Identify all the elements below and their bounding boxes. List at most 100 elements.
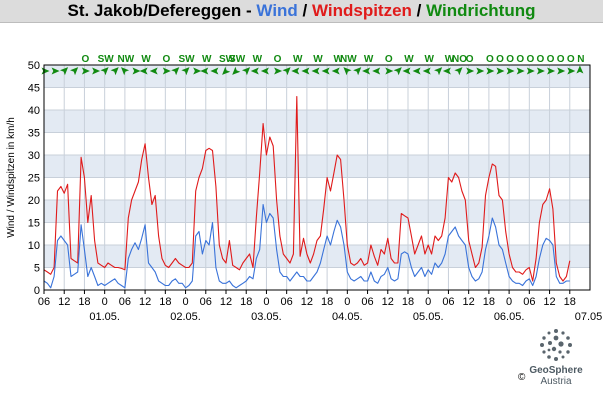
title-wind: Wind (256, 1, 298, 20)
wind-direction-arrow (321, 67, 330, 75)
wind-arrow-shape (51, 67, 60, 75)
title-windspitzen: Windspitzen (311, 1, 412, 20)
wind-direction-arrow (241, 67, 251, 76)
x-axis: 06 12 18 0 06 12 18 0 06 12 18 0 06 12 18 0 06 12 18 0 06 12 1… (38, 290, 603, 323)
x-tick-label: 06 (200, 296, 212, 308)
wind-direction-arrow (92, 67, 101, 75)
wind-arrow-shape (81, 67, 90, 75)
wind-direction-label: SW (219, 54, 236, 65)
title-sep-3: / (411, 1, 427, 20)
wind-arrow-shape (557, 67, 566, 75)
title-windrichtung: Windrichtung (426, 1, 536, 20)
wind-arrow-shape (171, 67, 180, 76)
wind-direction-arrow (567, 67, 576, 75)
y-tick-label: 45 (28, 83, 40, 95)
wind-arrow-shape (372, 67, 381, 75)
wind-direction-arrow (51, 67, 60, 75)
wind-arrow-shape (442, 67, 451, 75)
x-tick-label: 12 (382, 296, 394, 308)
wind-direction-label: O (486, 54, 494, 65)
wind-arrow-shape (291, 67, 300, 75)
wind-direction-arrow (274, 67, 283, 75)
wind-arrow-shape (110, 67, 119, 76)
wind-direction-arrow (291, 67, 300, 75)
wind-arrow-shape (181, 67, 190, 76)
y-tick-label: 5 (34, 263, 40, 275)
wind-arrow-shape (576, 65, 584, 74)
wind-direction-arrow (149, 67, 158, 75)
wind-direction-arrow (222, 66, 231, 75)
wind-direction-arrow (139, 67, 148, 75)
band (44, 65, 590, 88)
geosphere-logo: GeoSphere Austria (516, 327, 596, 397)
wind-arrow-shape (402, 67, 411, 75)
wind-direction-label: O (466, 54, 474, 65)
wind-direction-arrow (402, 67, 411, 75)
x-tick-label: 0 (263, 296, 269, 308)
x-tick-label: 12 (463, 296, 475, 308)
wind-direction-arrow (331, 67, 340, 75)
x-tick-label: 18 (564, 296, 576, 308)
band (44, 245, 590, 268)
wind-direction-arrow (181, 67, 190, 76)
wind-arrow-shape (121, 67, 130, 76)
wind-arrow-shape (536, 67, 545, 75)
x-tick-label: 18 (240, 296, 252, 308)
plot-frame (43, 64, 591, 291)
date-label: 06.05. (494, 311, 525, 323)
series-layer (43, 95, 571, 289)
wind-direction-arrow (442, 67, 451, 75)
x-tick-label: 12 (139, 296, 151, 308)
band (44, 155, 590, 178)
wind-arrow-shape (241, 67, 251, 76)
wind-arrow-shape (92, 67, 101, 75)
wind-direction-arrow (59, 67, 69, 76)
date-label: 03.05. (251, 311, 282, 323)
wind-direction-label: O (567, 54, 575, 65)
x-tick-label: 06 (38, 296, 50, 308)
wind-direction-arrow (506, 67, 515, 75)
date-label: 01.05. (89, 311, 120, 323)
wind-direction-arrow (171, 67, 180, 76)
x-tick-label: 12 (58, 296, 70, 308)
wind-direction-arrow (232, 66, 241, 75)
wind-direction-arrow (200, 67, 209, 75)
wind-direction-label: W (293, 54, 303, 65)
wind-arrow-shape (526, 67, 535, 75)
wind-direction-arrow (250, 67, 259, 75)
x-tick-label: 0 (506, 296, 512, 308)
wind-arrow-shape (260, 67, 269, 75)
wind-direction-label: NW (118, 54, 135, 65)
wind-direction-arrow (301, 67, 310, 75)
wind-direction-arrow (193, 67, 202, 75)
x-tick-label: 06 (281, 296, 293, 308)
wind-direction-label: O (526, 54, 534, 65)
wind-arrow-shape (393, 67, 402, 76)
x-tick-label: 06 (442, 296, 454, 308)
wind-direction-arrow (557, 67, 566, 75)
geosphere-logo-name: GeoSphere (529, 365, 583, 376)
wind-direction-arrow (466, 67, 475, 75)
wind-direction-arrow (486, 67, 495, 75)
geosphere-logo-sub: Austria (540, 376, 572, 387)
band (44, 200, 590, 223)
x-tick-label: 06 (523, 296, 535, 308)
x-tick-label: 0 (182, 296, 188, 308)
wind-direction-label: W (424, 54, 434, 65)
y-tick-label: 10 (28, 240, 40, 252)
wind-arrow-shape (149, 67, 158, 75)
x-tick-label: 12 (543, 296, 555, 308)
wind-arrow-shape (496, 67, 505, 75)
wind-direction-arrow (311, 67, 320, 75)
wind-direction-arrow (385, 67, 394, 75)
y-axis: 0 5 10 15 20 25 30 35 40 45 50 (28, 60, 40, 297)
wind-direction-label: SW (229, 54, 246, 65)
wind-arrow-shape (200, 67, 209, 75)
wind-arrow-shape (412, 67, 421, 75)
wind-direction-label: NW (340, 54, 357, 65)
wind-arrow-shape (506, 67, 515, 75)
wind-direction-label: W (333, 54, 343, 65)
y-axis-label: Wind / Windspitzen in km/h (6, 117, 17, 238)
wind-arrow-shape (100, 67, 109, 76)
